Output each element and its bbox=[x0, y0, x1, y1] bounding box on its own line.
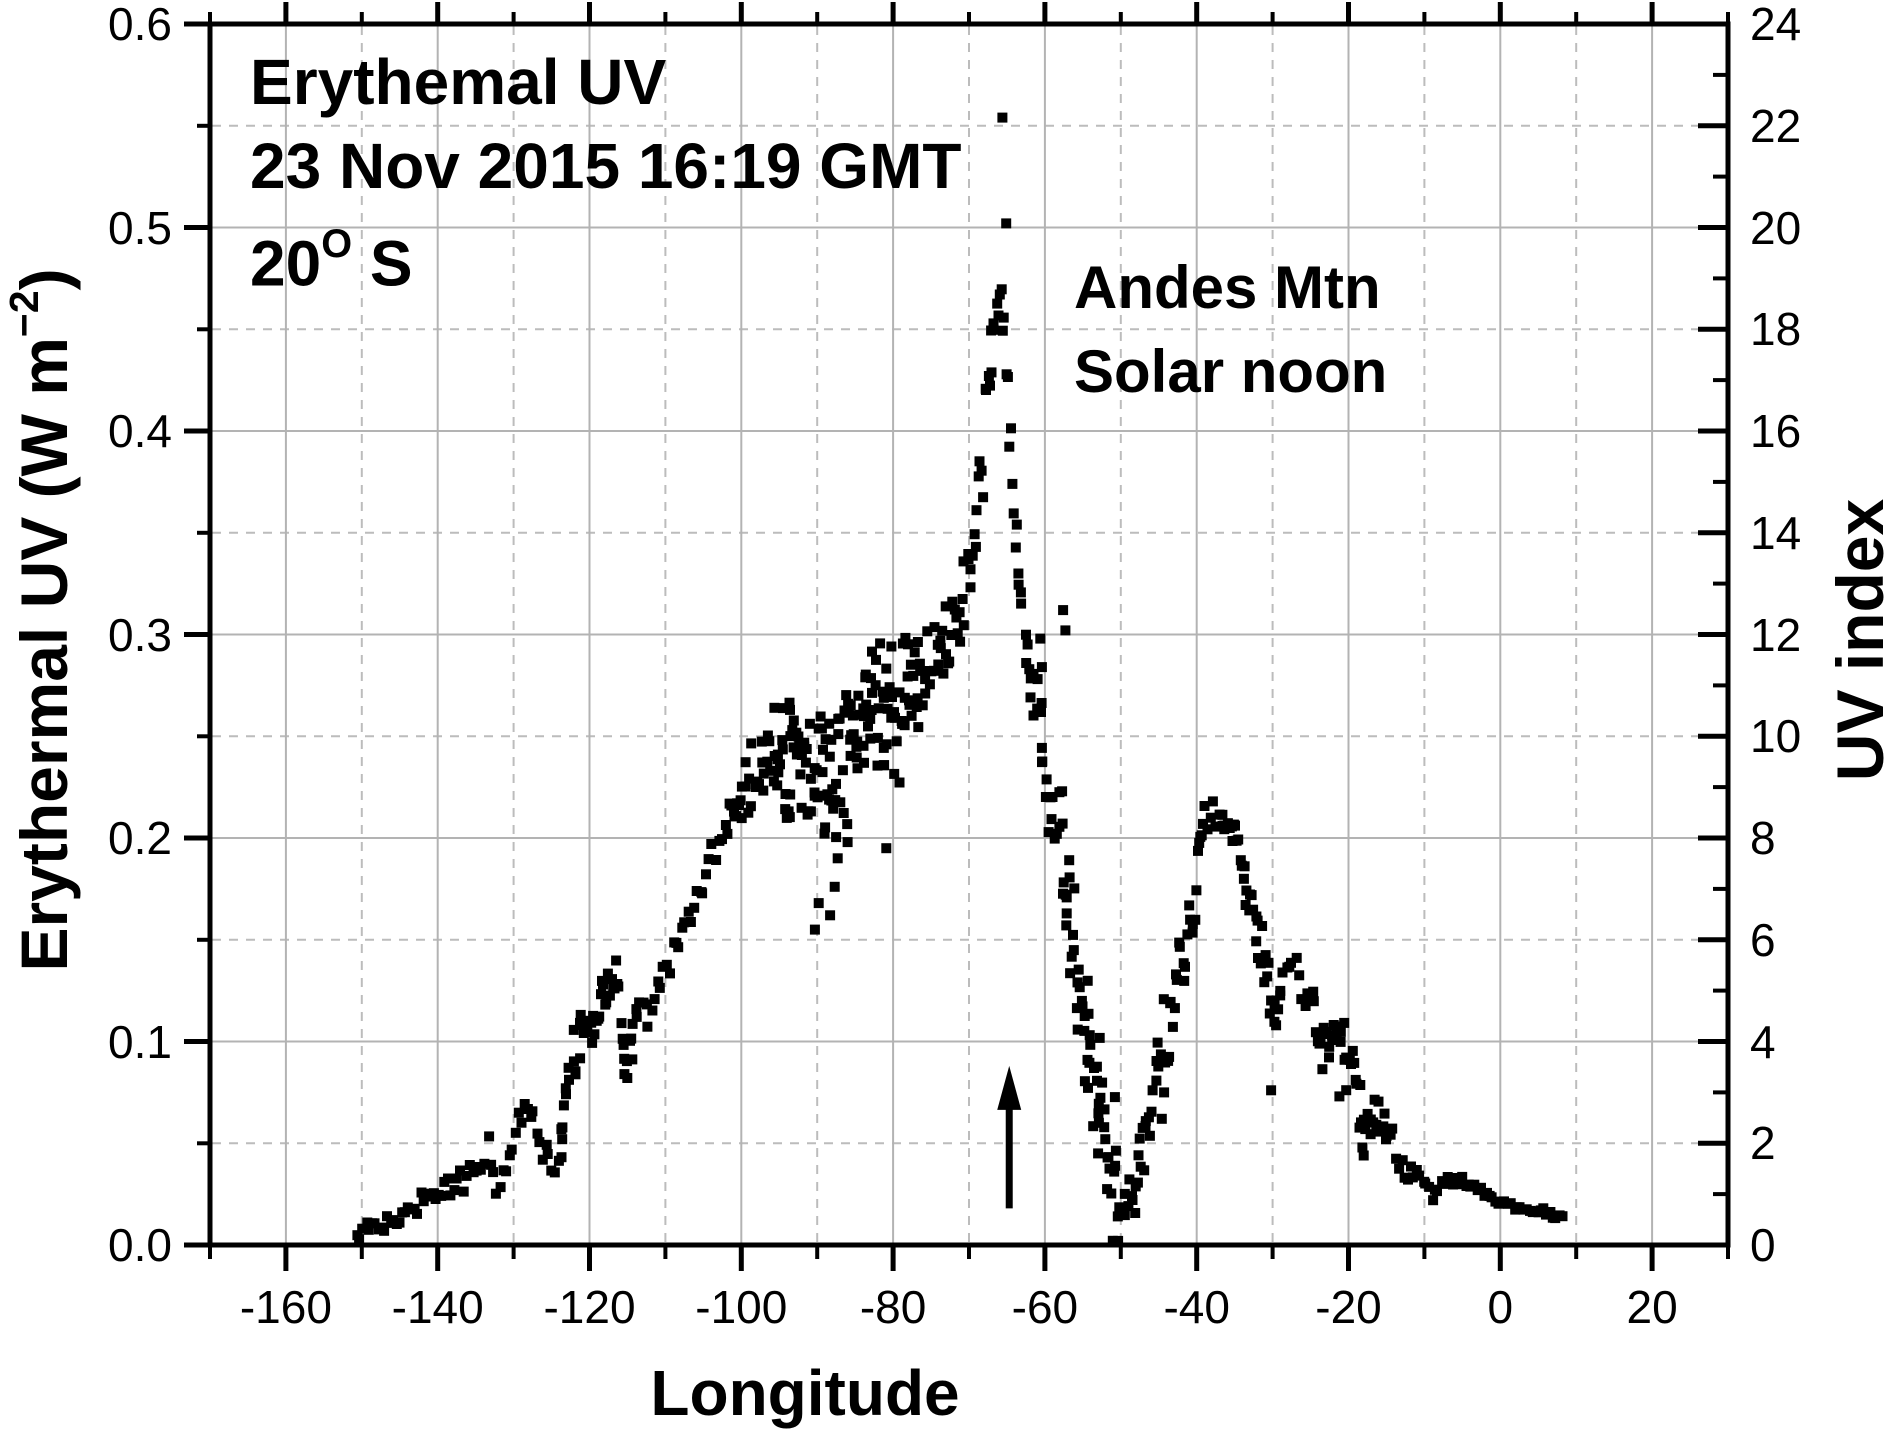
grid-major bbox=[212, 26, 1726, 1243]
x-tick-label: -160 bbox=[239, 1281, 332, 1333]
degree-superscript: O bbox=[321, 222, 353, 267]
data-points bbox=[352, 112, 1568, 1246]
y-right-tick-label: 8 bbox=[1750, 812, 1776, 864]
y-right-tick-label: 12 bbox=[1750, 608, 1802, 661]
x-tick-label: -120 bbox=[543, 1281, 636, 1333]
y-left-tick-label: 0.0 bbox=[108, 1219, 172, 1271]
x-tick-label: -140 bbox=[391, 1281, 484, 1333]
exponent-superscript: −2 bbox=[0, 290, 47, 338]
y-left-tick-label: 0.1 bbox=[108, 1015, 172, 1068]
y-left-tick-label: 0.6 bbox=[108, 0, 172, 50]
inplot-title-line2: 23 Nov 2015 16:19 GMT bbox=[250, 130, 962, 202]
y-left-tick-label: 0.2 bbox=[108, 812, 172, 864]
y-right-tick-label: 18 bbox=[1750, 303, 1802, 356]
x-axis-title: Longitude bbox=[650, 1357, 960, 1429]
y-right-tick-label: 4 bbox=[1750, 1015, 1776, 1068]
inplot-title-line3: 20O S bbox=[250, 222, 413, 300]
x-tick-label: -60 bbox=[1011, 1281, 1079, 1333]
x-tick-label: -100 bbox=[695, 1281, 788, 1333]
axis-ticks bbox=[184, 2, 1730, 1271]
y-right-tick-label: 16 bbox=[1750, 405, 1802, 457]
grid-minor bbox=[212, 26, 1726, 1243]
y-axis-title-right: UV index bbox=[1823, 498, 1897, 782]
x-tick-label: -80 bbox=[859, 1281, 927, 1333]
y-right-tick-label: 0 bbox=[1750, 1219, 1776, 1271]
y-right-tick-label: 22 bbox=[1750, 99, 1802, 152]
y-left-tick-label: 0.5 bbox=[108, 201, 172, 254]
y-left-tick-label: 0.4 bbox=[108, 405, 172, 457]
x-tick-label: -40 bbox=[1163, 1281, 1230, 1333]
y-right-tick-label: 24 bbox=[1750, 0, 1802, 50]
y-right-tick-label: 2 bbox=[1750, 1117, 1776, 1170]
x-tick-label: 0 bbox=[1487, 1281, 1514, 1333]
andes-arrow bbox=[997, 1065, 1022, 1209]
y-right-tick-label: 10 bbox=[1750, 710, 1802, 763]
andes-annotation: Andes Mtn Solar noon bbox=[1074, 246, 1387, 414]
inplot-title: Erythemal UV 23 Nov 2015 16:19 GMT 20O S bbox=[250, 40, 961, 305]
annotation-line1: Andes Mtn bbox=[1074, 254, 1381, 321]
x-tick-label: 20 bbox=[1626, 1281, 1678, 1333]
annotation-line2: Solar noon bbox=[1074, 338, 1388, 405]
x-tick-label: -20 bbox=[1315, 1281, 1382, 1333]
y-right-tick-label: 14 bbox=[1750, 506, 1802, 559]
inplot-title-line1: Erythemal UV bbox=[250, 46, 667, 118]
y-left-tick-label: 0.3 bbox=[108, 608, 172, 661]
y-right-tick-label: 6 bbox=[1750, 913, 1776, 966]
y-right-tick-label: 20 bbox=[1750, 201, 1802, 254]
